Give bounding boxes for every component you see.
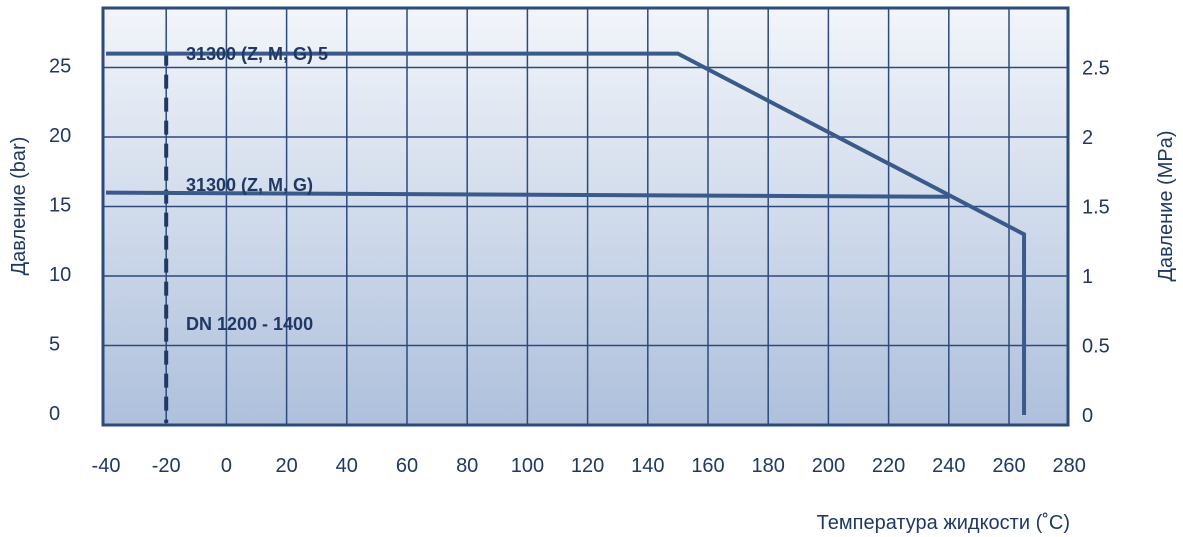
y-tick-labels-left: 0 5 10 15 20 25 xyxy=(49,56,71,426)
x-tick-label: 120 xyxy=(571,455,604,477)
series-label-2: 31300 (Z, M, G) xyxy=(186,175,313,195)
grid-lines xyxy=(103,8,1068,425)
x-tick-label: 200 xyxy=(812,455,845,477)
x-tick-label: 180 xyxy=(752,455,785,477)
x-tick-label: 140 xyxy=(631,455,664,477)
x-tick-label: 220 xyxy=(872,455,905,477)
x-axis-title: Температура жидкости (˚C) xyxy=(817,512,1070,534)
series-label-1: 31300 (Z, M, G) 5 xyxy=(186,44,328,64)
y-tick-label-left: 0 xyxy=(49,403,60,425)
y-tick-label-right: 2.5 xyxy=(1082,58,1110,80)
x-tick-label: 100 xyxy=(511,455,544,477)
x-tick-label: 80 xyxy=(456,455,478,477)
x-tick-label: 260 xyxy=(992,455,1025,477)
y-tick-labels-right: 0 0.5 1 1.5 2 2.5 xyxy=(1082,58,1110,428)
y-tick-label-left: 10 xyxy=(49,264,71,286)
y-tick-label-right: 1 xyxy=(1082,266,1093,288)
y-tick-label-right: 1.5 xyxy=(1082,197,1110,219)
x-tick-label: -20 xyxy=(152,455,181,477)
series-line-2 xyxy=(105,190,949,199)
x-tick-label: 160 xyxy=(691,455,724,477)
y-tick-label-left: 25 xyxy=(49,56,71,78)
y-tick-label-left: 15 xyxy=(49,195,71,217)
x-tick-label: 20 xyxy=(275,455,297,477)
dn-annotation-label: DN 1200 - 1400 xyxy=(186,314,313,334)
plot-frame xyxy=(101,6,1070,427)
y-axis-title-right: Давление (MPa) xyxy=(1155,131,1177,282)
y-tick-label-left: 5 xyxy=(49,334,60,356)
x-tick-label: -40 xyxy=(92,455,121,477)
series-lines xyxy=(105,51,1027,415)
y-tick-label-right: 0 xyxy=(1082,405,1093,427)
plot-area xyxy=(103,8,1068,425)
x-tick-label: 60 xyxy=(396,455,418,477)
x-tick-label: 40 xyxy=(336,455,358,477)
y-tick-label-right: 2 xyxy=(1082,127,1093,149)
y-tick-label-right: 0.5 xyxy=(1082,336,1110,358)
y-tick-label-left: 20 xyxy=(49,125,71,147)
x-tick-labels: -40 -20 0 20 40 60 80 100 120 140 160 180 200 220 240 2… xyxy=(92,455,1086,477)
series-line-1 xyxy=(106,51,1027,415)
x-tick-label: 0 xyxy=(221,455,232,477)
x-tick-label: 280 xyxy=(1053,455,1086,477)
series-labels: 31300 (Z, M, G) 5 31300 (Z, M, G) DN 1200 … xyxy=(186,44,328,334)
x-tick-label: 240 xyxy=(932,455,965,477)
y-axis-title-left: Давление (bar) xyxy=(8,137,30,276)
